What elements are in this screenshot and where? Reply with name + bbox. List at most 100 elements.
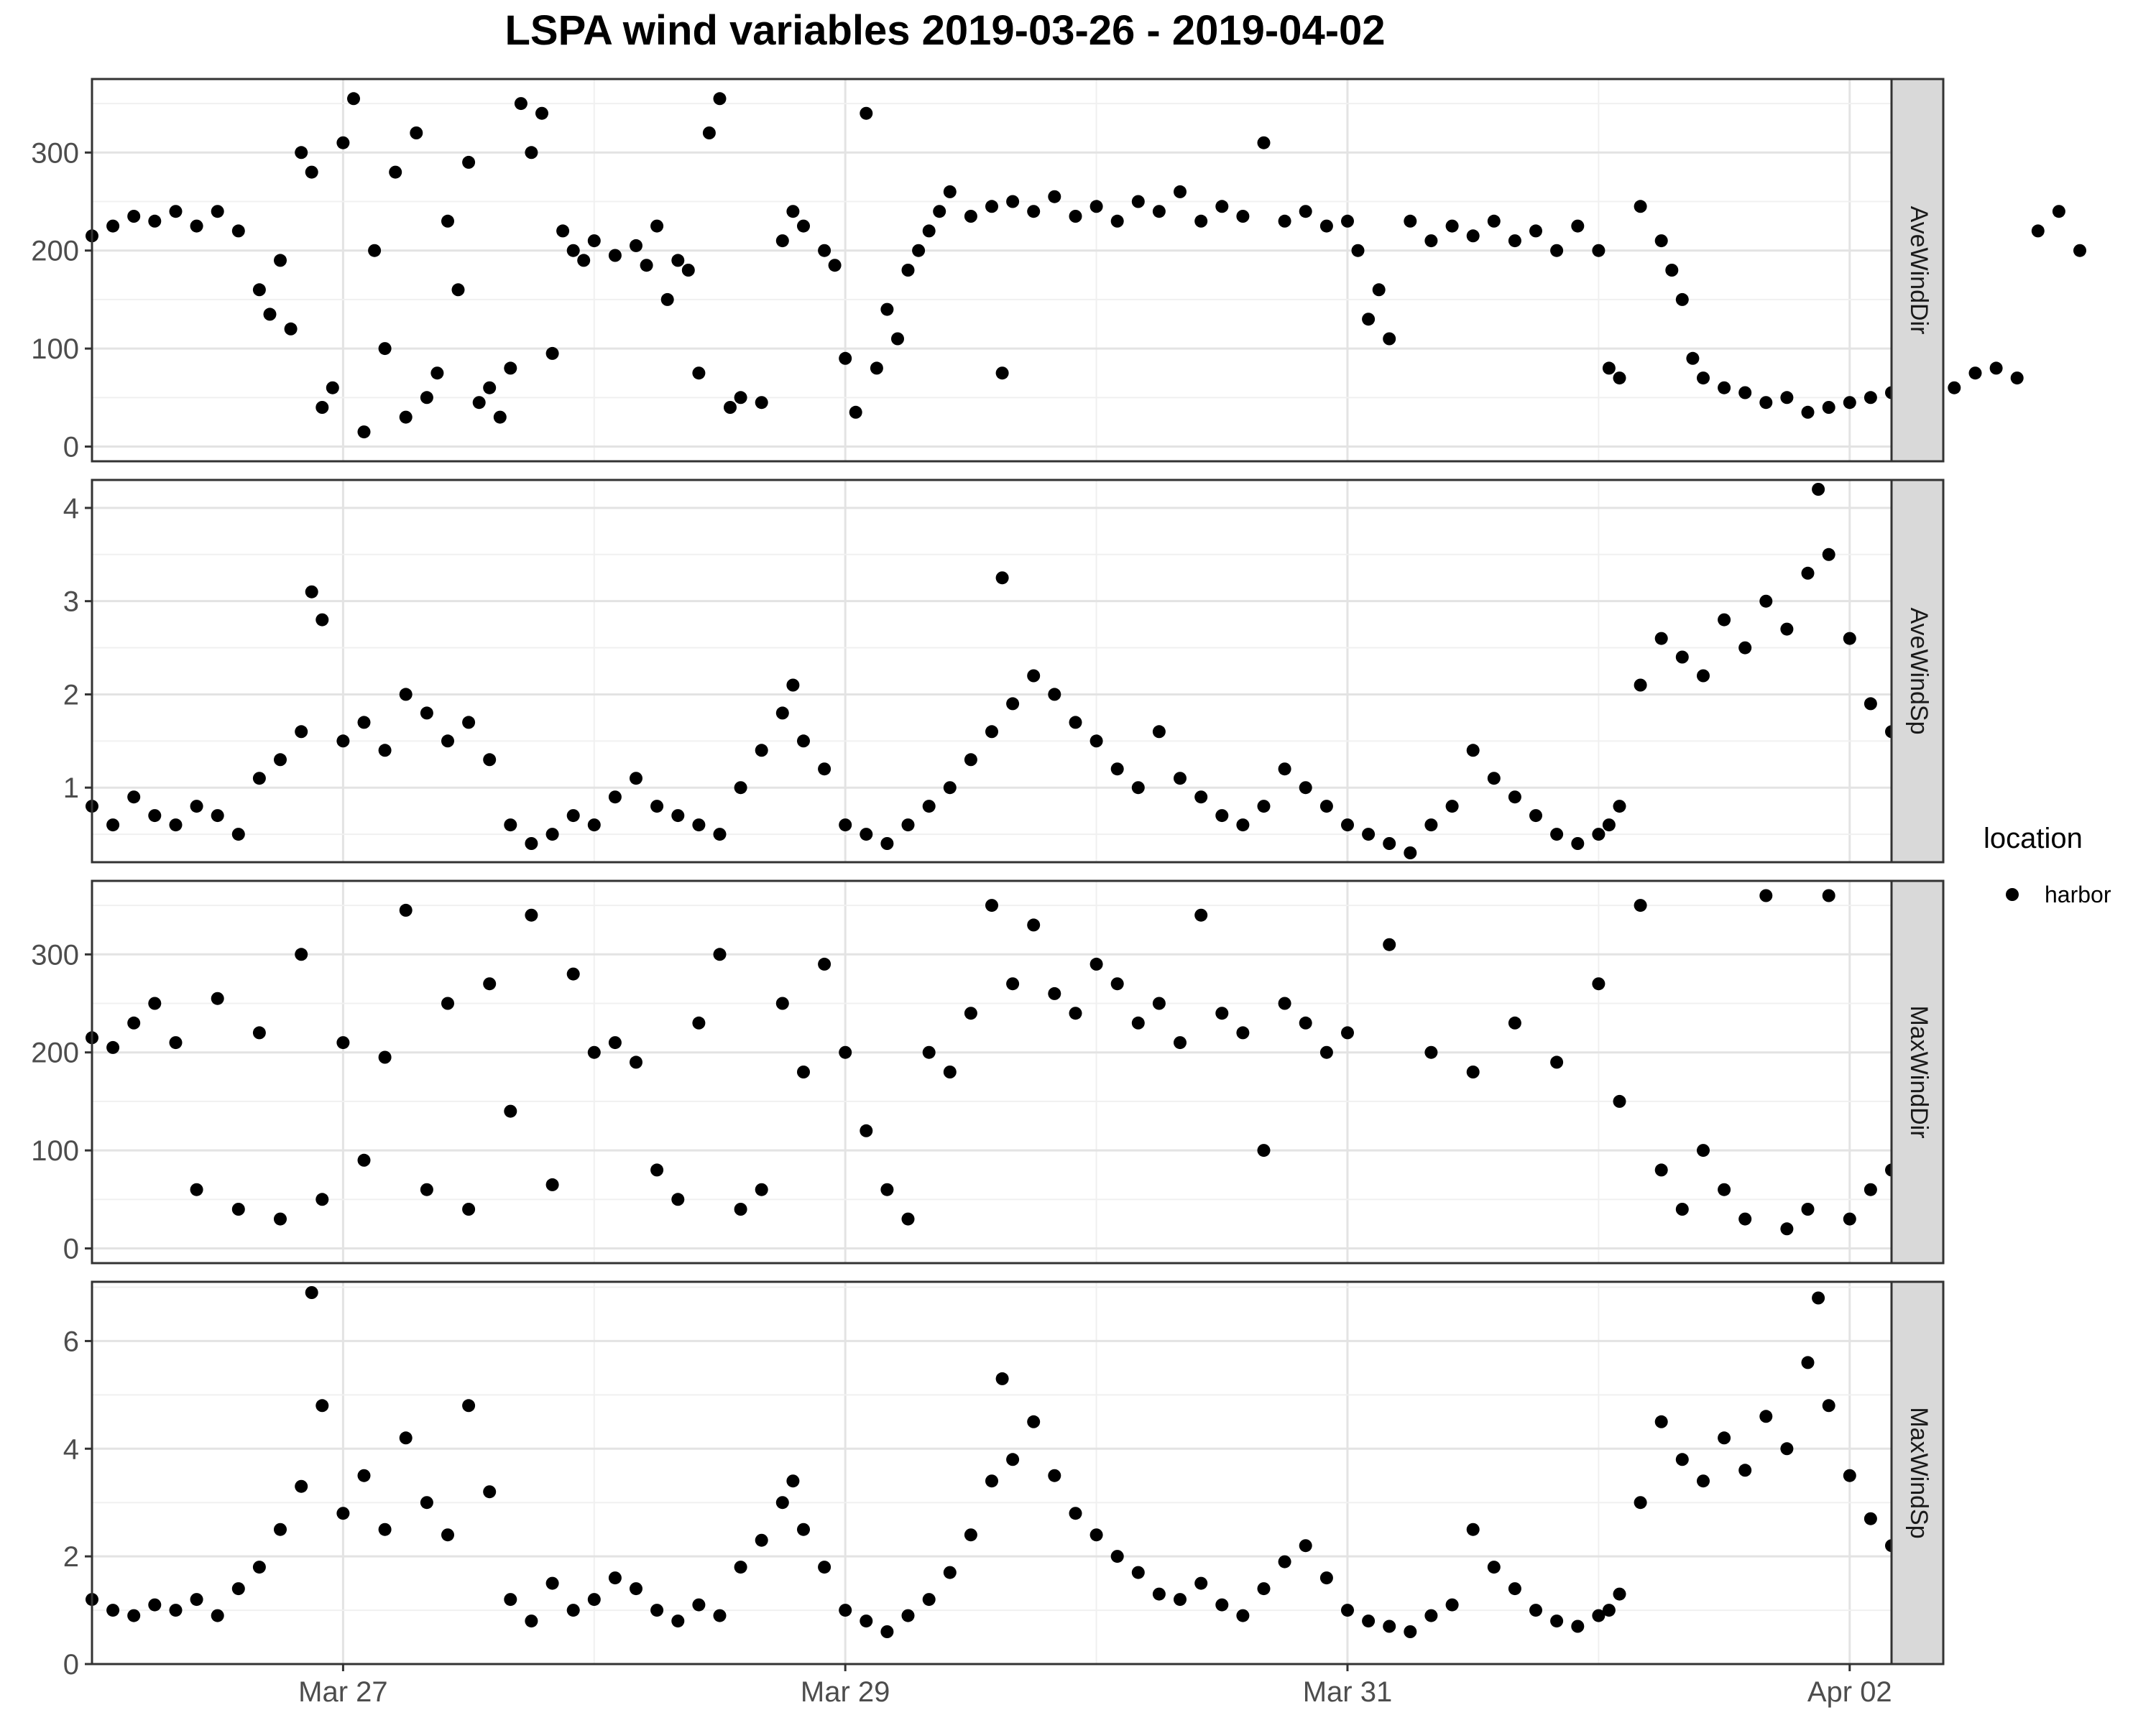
data-point bbox=[357, 1469, 371, 1482]
data-point bbox=[1404, 214, 1417, 228]
data-point bbox=[252, 283, 266, 297]
data-point bbox=[587, 1045, 601, 1059]
data-point bbox=[1780, 1442, 1794, 1456]
data-point bbox=[378, 1050, 392, 1064]
data-point bbox=[566, 967, 580, 981]
data-point bbox=[1110, 1550, 1124, 1563]
data-point bbox=[912, 244, 926, 257]
data-point bbox=[702, 126, 716, 139]
data-point bbox=[713, 948, 727, 961]
data-point bbox=[1487, 214, 1501, 228]
data-point bbox=[1675, 1203, 1689, 1216]
data-point bbox=[1864, 391, 1877, 405]
data-point bbox=[525, 1614, 538, 1628]
data-point bbox=[1152, 1587, 1166, 1601]
data-point bbox=[1864, 697, 1877, 711]
data-point bbox=[1048, 1469, 1061, 1482]
data-point bbox=[1812, 1291, 1825, 1305]
data-point bbox=[545, 1576, 559, 1590]
data-point bbox=[1780, 1222, 1794, 1236]
data-point bbox=[1257, 1582, 1271, 1596]
data-point bbox=[347, 92, 360, 106]
data-point bbox=[1801, 566, 1815, 580]
data-point bbox=[1613, 371, 1626, 385]
data-point bbox=[1634, 678, 1647, 692]
data-point bbox=[190, 219, 203, 233]
data-point bbox=[786, 678, 800, 692]
y-tick-label: 3 bbox=[63, 586, 79, 618]
data-point bbox=[357, 1153, 371, 1167]
data-point bbox=[1278, 214, 1291, 228]
data-point bbox=[943, 1066, 957, 1078]
data-point bbox=[326, 381, 339, 394]
data-point bbox=[1131, 195, 1145, 208]
data-point bbox=[274, 1212, 287, 1226]
data-point bbox=[1351, 244, 1365, 257]
data-point bbox=[1362, 313, 1376, 326]
y-tick-label: 0 bbox=[63, 1649, 79, 1681]
data-point bbox=[849, 405, 862, 419]
data-point bbox=[368, 244, 382, 257]
data-point bbox=[504, 818, 517, 832]
data-point bbox=[1445, 1598, 1459, 1612]
data-point bbox=[127, 1609, 141, 1622]
data-point bbox=[1634, 200, 1647, 213]
data-point bbox=[1508, 1582, 1521, 1596]
data-point bbox=[1508, 1016, 1521, 1030]
data-point bbox=[231, 828, 245, 841]
data-point bbox=[650, 219, 664, 233]
data-point bbox=[964, 753, 977, 767]
y-tick-label: 6 bbox=[63, 1326, 79, 1357]
data-point bbox=[1529, 809, 1542, 823]
x-tick-label: Mar 31 bbox=[1303, 1676, 1393, 1708]
data-point bbox=[1236, 1026, 1250, 1040]
data-point bbox=[399, 688, 413, 701]
data-point bbox=[786, 1474, 800, 1488]
data-point bbox=[1487, 1561, 1501, 1574]
data-point bbox=[734, 1561, 747, 1574]
facet-strip-label: MaxWindDir bbox=[1905, 1005, 1932, 1138]
data-point bbox=[378, 1523, 392, 1536]
data-point bbox=[818, 762, 831, 776]
data-point bbox=[1341, 214, 1354, 228]
data-point bbox=[1110, 977, 1124, 991]
data-point bbox=[525, 146, 538, 160]
data-point bbox=[1550, 244, 1564, 257]
data-point bbox=[1466, 744, 1480, 757]
data-point bbox=[1174, 185, 1187, 198]
data-point bbox=[1508, 790, 1521, 804]
data-point bbox=[483, 753, 497, 767]
data-point bbox=[430, 366, 444, 380]
data-point bbox=[1069, 1507, 1082, 1520]
data-point bbox=[1257, 136, 1271, 149]
data-point bbox=[252, 1026, 266, 1040]
y-tick-label: 1 bbox=[63, 772, 79, 804]
data-point bbox=[1236, 210, 1250, 223]
data-point bbox=[1592, 1609, 1606, 1622]
data-point bbox=[818, 1561, 831, 1574]
data-point bbox=[1341, 818, 1354, 832]
data-point bbox=[922, 1593, 936, 1607]
data-point bbox=[1236, 818, 1250, 832]
data-point bbox=[1445, 800, 1459, 813]
data-point bbox=[1362, 1614, 1376, 1628]
data-point bbox=[1006, 697, 1020, 711]
data-point bbox=[315, 401, 329, 414]
data-point bbox=[1675, 650, 1689, 664]
data-point bbox=[964, 1528, 977, 1542]
data-point bbox=[1466, 1523, 1480, 1536]
data-point bbox=[1466, 1066, 1480, 1078]
data-point bbox=[1404, 846, 1417, 859]
data-point bbox=[1404, 1625, 1417, 1638]
data-point bbox=[1215, 200, 1229, 213]
data-point bbox=[1319, 1045, 1333, 1059]
y-tick-label: 2 bbox=[63, 679, 79, 711]
data-point bbox=[1445, 219, 1459, 233]
data-point bbox=[818, 244, 831, 257]
facet-strip bbox=[1890, 479, 1945, 864]
data-point bbox=[1299, 1539, 1312, 1553]
data-point bbox=[587, 1593, 601, 1607]
data-point bbox=[545, 1178, 559, 1191]
data-point bbox=[1089, 734, 1103, 748]
data-point bbox=[922, 800, 936, 813]
